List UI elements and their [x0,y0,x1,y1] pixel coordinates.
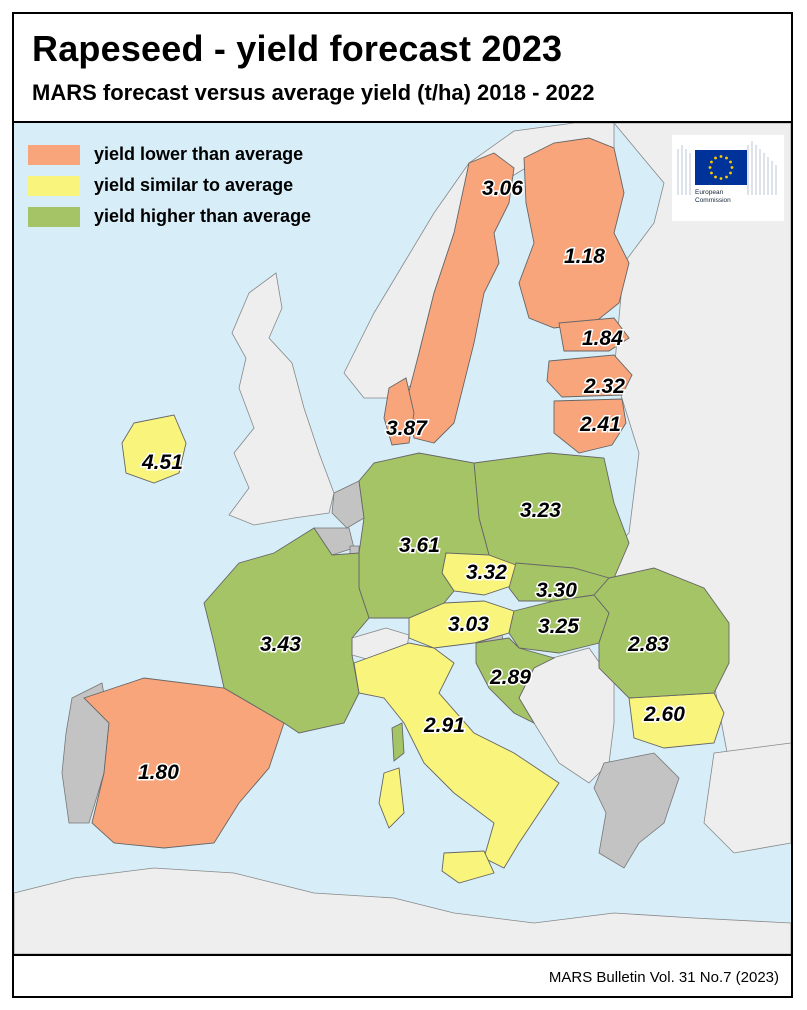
europe-map: 3.06 1.18 1.84 2.32 2.41 3.87 4.51 3.23 … [14,123,791,954]
country-sweden [405,152,515,444]
eu-star [719,155,723,158]
country-latvia [546,354,633,398]
turkey [703,742,791,854]
map-frame: Rapeseed - yield forecast 2023 MARS fore… [12,12,793,998]
value-czechia: 3.32 [466,561,507,584]
similar-to-average-regions [121,414,725,884]
value-romania: 2.83 [627,633,669,656]
eu-star [714,156,717,160]
legend: yield lower than average yield similar t… [28,139,311,232]
value-finland: 1.18 [564,245,605,268]
higher-than-average-regions [203,452,730,762]
country-romania [593,567,730,699]
page-title: Rapeseed - yield forecast 2023 [32,28,563,69]
country-ireland [121,414,187,484]
eu-star [708,166,712,169]
great-britain [228,272,335,526]
eu-star [714,175,717,179]
value-austria: 3.03 [448,613,489,636]
legend-item-higher: yield higher than average [28,201,311,232]
value-estonia: 1.84 [582,327,623,350]
source-caption: MARS Bulletin Vol. 31 No.7 (2023) [548,969,779,986]
value-ireland: 4.51 [141,451,183,474]
value-italy: 2.91 [423,714,465,737]
north-africa [14,867,791,954]
country-estonia [558,317,630,352]
value-denmark: 3.87 [386,417,428,440]
country-corsica [391,722,405,762]
country-finland [518,137,630,329]
value-france: 3.43 [260,633,301,656]
value-latvia: 2.32 [583,375,625,398]
map-area: 3.06 1.18 1.84 2.32 2.41 3.87 4.51 3.23 … [14,121,791,956]
legend-item-lower: yield lower than average [28,139,311,170]
legend-label-lower: yield lower than average [94,144,304,164]
eu-star [710,171,713,175]
land-no-data [14,123,791,954]
european-commission-logo: European Commission [672,135,784,221]
eu-star [710,160,713,164]
lower-than-average-regions [83,137,633,849]
eu-star [719,177,723,180]
country-germany [358,452,490,619]
logo-text-commission: Commission [695,197,731,204]
value-hungary: 3.25 [538,615,579,638]
country-italy [353,642,560,869]
eu-star [729,171,732,175]
legend-label-higher: yield higher than average [94,206,312,226]
eu-star [725,156,728,160]
eu-flag-icon [677,141,777,195]
country-denmark [383,377,415,446]
value-bulgaria: 2.60 [643,703,685,726]
value-labels: 3.06 1.18 1.84 2.32 2.41 3.87 4.51 3.23 … [137,176,687,786]
legend-swatch-lower [28,144,80,165]
page-subtitle: MARS forecast versus average yield (t/ha… [32,80,595,105]
value-croatia: 2.89 [489,666,531,689]
country-sardinia [378,767,405,829]
eu-star [729,160,732,164]
legend-swatch-higher [28,206,80,227]
eu-star [730,166,734,169]
country-lithuania [553,398,627,454]
value-poland: 3.23 [520,499,561,522]
country-croatia [475,637,556,725]
eu-star [725,175,728,179]
country-sicily [441,850,495,884]
legend-item-similar: yield similar to average [28,170,311,201]
legend-swatch-similar [28,175,80,196]
value-spain: 1.80 [138,761,179,784]
value-slovakia: 3.30 [536,579,577,602]
country-france [203,527,370,734]
greece [593,752,680,869]
legend-label-similar: yield similar to average [94,175,294,195]
netherlands [331,480,365,529]
value-germany: 3.61 [399,534,440,557]
value-lithuania: 2.41 [579,413,621,436]
value-sweden: 3.06 [482,177,523,200]
logo-text-european: European [695,189,724,196]
